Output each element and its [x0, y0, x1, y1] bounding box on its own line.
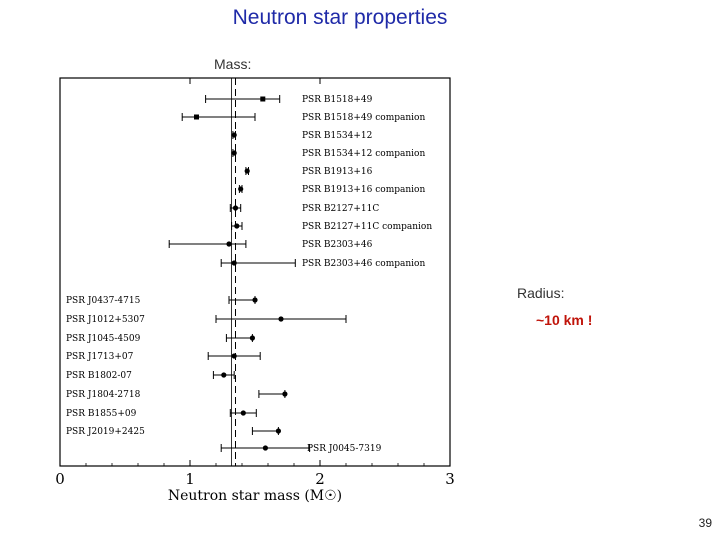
- data-point: [249, 335, 255, 341]
- x-tick-label: 2: [315, 470, 325, 488]
- x-tick-label: 0: [55, 470, 65, 488]
- pulsar-label: PSR B2303+46: [302, 240, 373, 250]
- neutron-star-mass-plot: 0 1 2 3 Neutron star mass (M☉) PSR B1518+49 PS…: [55, 77, 455, 504]
- pulsar-label: PSR J0437-4715: [66, 296, 141, 306]
- pulsar-label: PSR B2303+46 companion: [302, 259, 425, 269]
- pulsar-label: PSR J1012+5307: [66, 315, 145, 325]
- data-point: [278, 316, 284, 322]
- mass-label: Mass:: [214, 56, 252, 72]
- data-point: [231, 150, 237, 156]
- data-point: [232, 205, 239, 211]
- data-point: [226, 241, 232, 247]
- data-point: [260, 96, 266, 102]
- pulsar-label: PSR B1534+12 companion: [302, 149, 425, 159]
- pulsar-label: PSR B2127+11C companion: [302, 222, 432, 232]
- radius-label: Radius:: [517, 285, 565, 301]
- radius-value: ~10 km !: [536, 312, 593, 328]
- data-point: [238, 186, 244, 192]
- data-point: [231, 353, 237, 359]
- pulsar-label: PSR B1534+12: [302, 131, 372, 141]
- data-point: [234, 223, 240, 229]
- pulsar-label: PSR B1913+16: [302, 167, 373, 177]
- data-point: [231, 132, 237, 138]
- pulsar-label: PSR B1518+49: [302, 95, 373, 105]
- slide-title: Neutron star properties: [232, 6, 448, 29]
- pulsar-label: PSR B2127+11C: [302, 204, 379, 214]
- pulsar-label: PSR J1804-2718: [66, 390, 141, 400]
- page-number: 39: [698, 516, 712, 530]
- data-point: [194, 114, 199, 120]
- pulsar-label: PSR J1045-4509: [66, 334, 141, 344]
- pulsar-label: PSR J1713+07: [66, 352, 134, 362]
- x-tick-label: 1: [185, 470, 195, 488]
- data-point: [231, 260, 237, 266]
- pulsar-label: PSR J0045-7319: [307, 444, 382, 454]
- data-point: [240, 410, 246, 416]
- data-point: [275, 428, 281, 434]
- x-tick-label: 3: [445, 470, 455, 488]
- pulsar-label: PSR J2019+2425: [66, 427, 145, 437]
- data-point: [252, 297, 258, 303]
- plot-frame: [59, 77, 451, 467]
- pulsar-label: PSR B1913+16 companion: [302, 185, 425, 195]
- data-point: [244, 168, 250, 174]
- plot-layer: 0 1 2 3 Neutron star mass (M☉) PSR B1518+49 PS…: [55, 77, 455, 504]
- data-point: [221, 372, 227, 378]
- pulsar-label: PSR B1802-07: [66, 371, 132, 381]
- data-point: [262, 445, 268, 451]
- pulsar-label: PSR B1518+49 companion: [302, 113, 425, 123]
- x-axis-label: Neutron star mass (M☉): [168, 488, 342, 504]
- data-point: [282, 391, 288, 397]
- pulsar-label: PSR B1855+09: [66, 409, 137, 419]
